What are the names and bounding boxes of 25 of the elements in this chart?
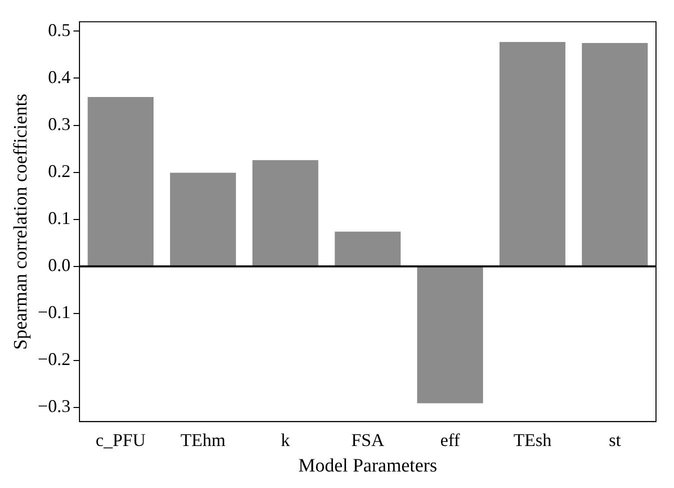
y-tick-label: 0.3 — [48, 114, 70, 134]
y-axis-title: Spearman correlation coefficients — [10, 94, 32, 350]
y-tick-label: −0.2 — [38, 349, 70, 370]
bar — [88, 97, 154, 266]
x-tick-label: eff — [440, 430, 460, 450]
y-tick-label: 0.1 — [48, 208, 70, 228]
bar — [500, 42, 566, 266]
y-tick-label: 0.2 — [48, 161, 70, 182]
y-tick-label: 0.0 — [48, 255, 70, 276]
bar — [334, 232, 401, 266]
bar — [417, 266, 484, 404]
y-tick-label: 0.4 — [48, 66, 70, 87]
bar — [582, 42, 648, 266]
x-tick-label: k — [280, 430, 290, 450]
x-tick-label: c_PFU — [96, 430, 146, 450]
x-axis-title: Model Parameters — [298, 456, 438, 477]
y-tick-label: −0.1 — [38, 302, 70, 322]
bar — [170, 172, 236, 266]
x-tick-label: st — [608, 430, 621, 450]
x-tick-label: TEhm — [180, 430, 226, 450]
x-tick-label: TEsh — [513, 430, 552, 450]
y-tick-label: 0.5 — [48, 20, 70, 40]
x-tick-label: FSA — [351, 430, 384, 450]
bar — [252, 160, 318, 266]
y-tick-label: −0.3 — [38, 396, 70, 416]
